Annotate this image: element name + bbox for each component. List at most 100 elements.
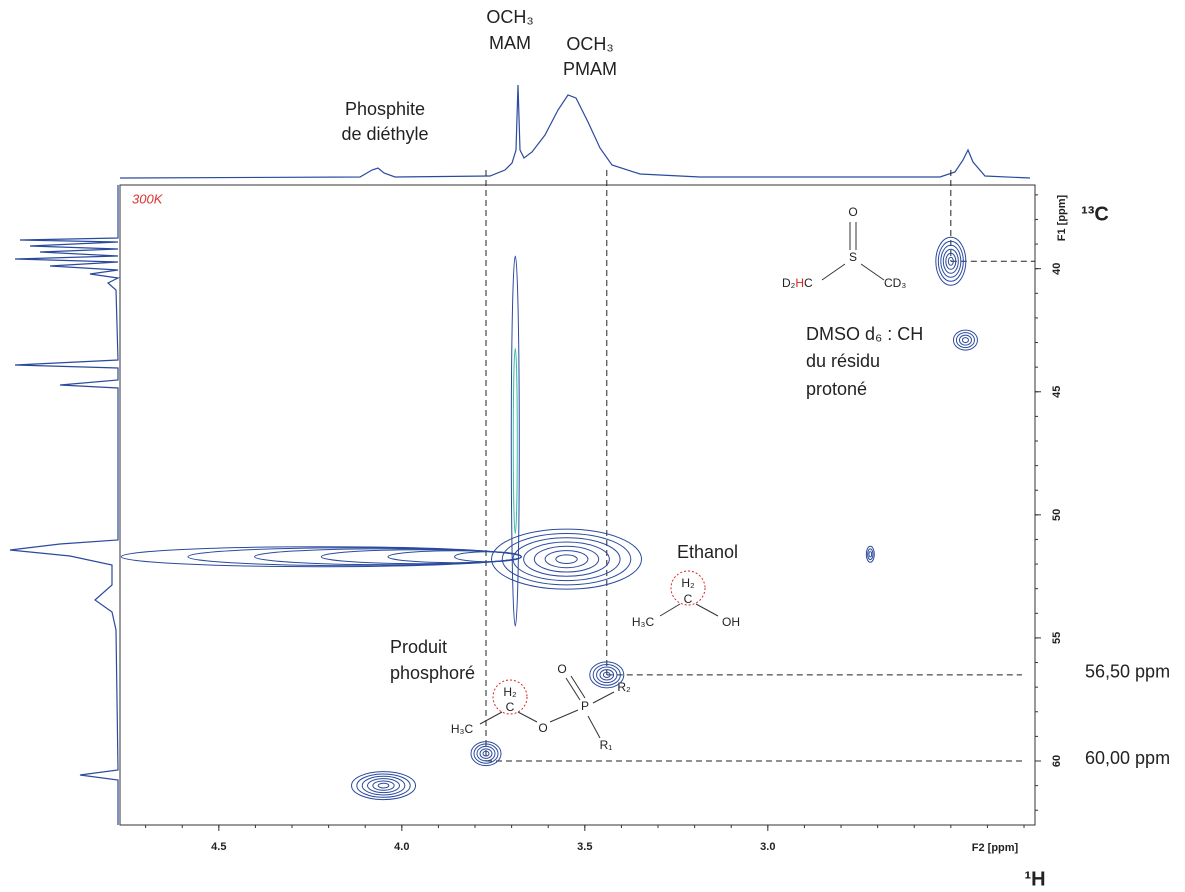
- contour-ring: [351, 771, 417, 801]
- contour-ring: [356, 773, 411, 798]
- contour-ring: [361, 775, 406, 796]
- contour-ring: [512, 537, 621, 582]
- y-tick-label: 50: [1051, 509, 1063, 521]
- temperature: 300K: [132, 191, 164, 206]
- atom: C: [684, 592, 693, 606]
- contour-ring: [592, 663, 621, 686]
- contour-ring: [523, 541, 610, 577]
- peak: [470, 741, 502, 767]
- contour-ring: [945, 252, 957, 270]
- atom: R₂: [617, 680, 631, 694]
- highlight-circle: [670, 570, 706, 606]
- contour-ring: [602, 671, 611, 678]
- x-axis-label: F2 [ppm]: [972, 842, 1019, 854]
- contour-ring: [955, 332, 975, 349]
- peak: [120, 546, 522, 568]
- contour-ring: [476, 745, 496, 762]
- contour-ring: [544, 550, 589, 569]
- contour-ring: [589, 661, 625, 689]
- contour-ring: [596, 666, 618, 684]
- peak: [952, 329, 978, 351]
- contour-ring: [367, 778, 401, 794]
- dmso-structure: [821, 222, 885, 281]
- contour-ring: [470, 741, 502, 767]
- contour-ring: [942, 248, 959, 274]
- annotation: Ethanol: [677, 542, 738, 562]
- atom: P: [581, 699, 589, 713]
- annotation: Produit: [390, 637, 447, 657]
- contour-ring: [372, 780, 395, 791]
- ethanol-bonds: [659, 603, 719, 617]
- x-tick-label: 3.0: [760, 841, 775, 853]
- contour-ring: [479, 748, 493, 759]
- left-projection: [9, 185, 120, 825]
- annotation: Phosphite: [345, 99, 425, 119]
- annotation: MAM: [489, 33, 531, 53]
- atom: D₂HC: [782, 276, 813, 290]
- x-tick-label: 4.0: [394, 841, 409, 853]
- contour-ring: [482, 750, 490, 757]
- contour-ring: [865, 545, 875, 563]
- highlight-circle: [492, 679, 528, 715]
- contour-ring: [952, 329, 978, 351]
- contour-ring: [377, 782, 390, 789]
- annotation: PMAM: [563, 59, 617, 79]
- contour-ring: [533, 545, 600, 573]
- contour-ring: [599, 669, 615, 681]
- atom: H₂: [503, 685, 517, 699]
- annotation: DMSO d₆ : CH: [806, 324, 923, 344]
- atom: H₃C: [632, 615, 655, 629]
- atom: D₂: [782, 276, 796, 290]
- peak: [351, 771, 417, 801]
- atom: R₁: [600, 738, 613, 752]
- atom-highlight: H: [795, 276, 804, 290]
- contour-ring: [510, 255, 520, 627]
- top-projection: [119, 84, 1031, 179]
- contour-ring: [958, 334, 972, 346]
- x-nucleus: ¹H: [1024, 868, 1045, 890]
- y-tick-label: 45: [1051, 386, 1063, 398]
- annotation: OCH₃: [486, 7, 533, 27]
- plot-frame: [119, 184, 1036, 826]
- annotation: protoné: [806, 379, 867, 399]
- produit-bonds: [479, 675, 615, 739]
- y-nucleus: ¹³C: [1081, 203, 1109, 225]
- guide-label: 60,00 ppm: [1085, 748, 1170, 768]
- atom: H₂: [681, 576, 695, 590]
- annotation: phosphoré: [390, 663, 475, 683]
- peak: [865, 545, 875, 563]
- contour-ring: [961, 337, 969, 344]
- y-tick-label: 55: [1051, 632, 1063, 644]
- y-tick-label: 40: [1051, 263, 1063, 275]
- contour-ring: [867, 548, 874, 561]
- contour-ring: [491, 528, 643, 590]
- atom: C: [804, 276, 813, 290]
- contour-ring: [937, 240, 964, 282]
- peak: [510, 255, 520, 627]
- atom: C: [506, 700, 515, 714]
- atom: O: [538, 721, 547, 735]
- peak: [491, 528, 643, 590]
- annotation: du résidu: [806, 351, 880, 371]
- peak: [935, 236, 967, 286]
- atom: CD₃: [884, 276, 906, 290]
- contour-ring: [501, 532, 632, 586]
- contour-ring: [868, 551, 873, 558]
- atom: H₃C: [451, 722, 474, 736]
- peak: [589, 661, 625, 689]
- atom: OH: [722, 615, 740, 629]
- x-tick-label: 3.5: [577, 841, 592, 853]
- contour-ring: [555, 554, 578, 564]
- contour-ring: [473, 743, 499, 764]
- contour-ring: [935, 236, 967, 286]
- y-tick-label: 60: [1051, 755, 1063, 767]
- atom: O: [557, 662, 566, 676]
- atom: S: [849, 250, 857, 264]
- contour-ring: [947, 256, 954, 266]
- annotation: OCH₃: [566, 34, 613, 54]
- contour-ring: [512, 348, 518, 534]
- y-axis-label: F1 [ppm]: [1056, 194, 1068, 241]
- guide-label: 56,50 ppm: [1085, 662, 1170, 682]
- annotation: de diéthyle: [341, 124, 428, 144]
